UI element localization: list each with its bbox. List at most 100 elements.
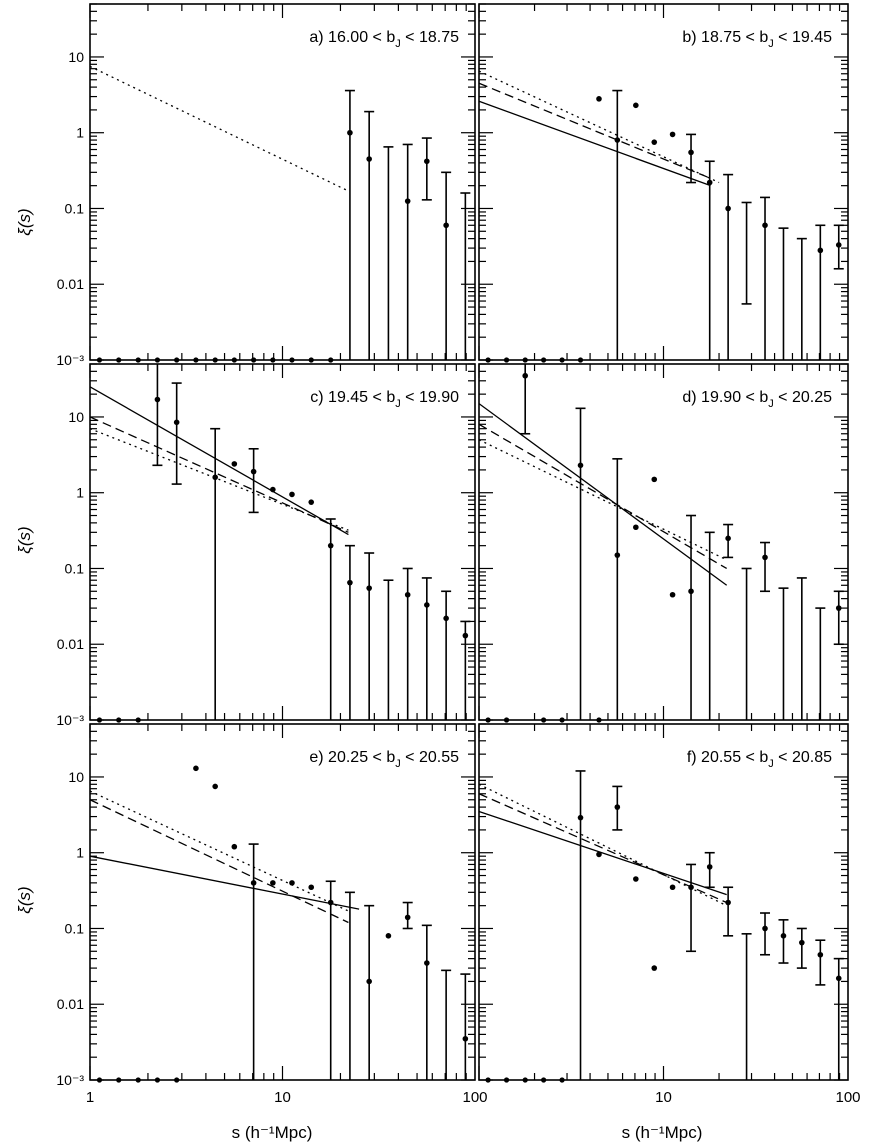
floor-point <box>154 1077 161 1083</box>
floor-point <box>541 717 547 723</box>
panel-f: 10 100 f) 20.55 < bJ < 20.85 <box>478 723 861 1106</box>
model-line-dashed <box>89 416 349 533</box>
data-point <box>308 499 315 505</box>
floor-point <box>522 1077 528 1083</box>
data-point <box>817 247 824 254</box>
data-point <box>780 933 787 939</box>
panel-title-subscript: J <box>768 398 774 410</box>
data-point <box>651 965 658 971</box>
floor-point <box>596 717 602 723</box>
panel-frame <box>89 363 476 721</box>
model-line-solid <box>89 855 360 910</box>
data-point <box>577 462 584 469</box>
panel-title-suffix: < 20.25 <box>774 389 832 406</box>
y-tick-label: 1 <box>76 485 84 501</box>
data-point <box>250 468 257 475</box>
y-tick-label: 10⁻³ <box>56 1072 84 1088</box>
y-tick-label: 0.01 <box>57 636 84 652</box>
panels: 10⁻³ 0.01 0.1 1 10 a) 16.00 < bJ < 18.75 b) 18… <box>56 3 861 1106</box>
panel-frame <box>478 363 849 721</box>
panel-title-subscript: J <box>395 398 401 410</box>
floor-point <box>559 717 565 723</box>
floor-point <box>485 357 491 363</box>
data-point <box>404 914 411 921</box>
data-point <box>688 588 694 595</box>
floor-point <box>135 357 141 363</box>
y-tick-label: 1 <box>76 845 84 861</box>
panel-title-suffix: < 20.55 <box>401 749 459 766</box>
floor-point <box>503 717 510 723</box>
floor-point <box>116 717 122 723</box>
data-point <box>522 372 529 379</box>
data-point <box>250 880 257 886</box>
panel-title-prefix: e) 20.25 < b <box>309 749 395 766</box>
data-point <box>327 899 334 906</box>
data-point <box>270 486 276 493</box>
floor-point <box>231 357 237 363</box>
data-point <box>614 804 621 810</box>
data-point <box>154 396 161 403</box>
data-point <box>835 605 842 611</box>
floor-point <box>328 357 334 363</box>
model-line-dotted <box>478 783 727 907</box>
panel-frame <box>478 3 849 361</box>
x-tick-label: 100 <box>462 1089 487 1106</box>
data-point <box>212 474 218 481</box>
data-point <box>443 615 449 622</box>
data-point <box>212 783 218 790</box>
y-tick-label: 0.01 <box>57 276 84 292</box>
data-point <box>706 179 713 186</box>
floor-point <box>270 357 276 363</box>
floor-point <box>485 1077 491 1083</box>
data-point <box>289 491 295 498</box>
y-tick-label: 0.01 <box>57 996 84 1012</box>
y-tick-label: 0.1 <box>65 200 85 216</box>
panel-title: c) 19.45 < bJ < 19.90 <box>310 389 459 410</box>
model-line-dotted <box>89 428 349 531</box>
data-point <box>633 876 639 882</box>
floor-point <box>522 357 528 363</box>
panel-title: a) 16.00 < bJ < 18.75 <box>309 29 459 50</box>
data-point <box>347 129 353 136</box>
panel-title-prefix: a) 16.00 < b <box>309 29 395 46</box>
model-line-dotted <box>478 70 720 184</box>
data-point <box>688 884 694 891</box>
data-point <box>762 222 768 229</box>
panel-frame <box>89 723 476 1081</box>
model-line-dotted <box>478 439 727 561</box>
floor-point <box>174 357 180 363</box>
floor-point <box>96 1077 103 1083</box>
floor-point <box>96 717 103 723</box>
data-point <box>835 975 842 982</box>
y-tick-label: 10 <box>68 409 84 425</box>
data-point <box>651 139 658 145</box>
panel-title-subscript: J <box>395 38 401 50</box>
data-point <box>270 880 276 886</box>
floor-point <box>485 717 491 723</box>
x-axis-label-left: s (h⁻¹Mpc) <box>232 1123 313 1142</box>
data-point <box>614 552 621 558</box>
y-tick-label: 1 <box>76 125 84 141</box>
data-point <box>443 222 449 229</box>
panel-title-prefix: c) 19.45 < b <box>310 389 395 406</box>
floor-point <box>193 357 199 363</box>
model-line-dashed <box>478 82 711 179</box>
floor-point <box>541 1077 547 1083</box>
data-point <box>424 602 430 608</box>
floor-point <box>116 357 122 363</box>
data-point <box>706 864 713 870</box>
data-point <box>308 884 315 891</box>
data-point <box>669 591 676 598</box>
data-point <box>289 880 295 886</box>
model-line-solid <box>478 100 711 187</box>
floor-point <box>308 357 314 363</box>
panel-d: d) 19.90 < bJ < 20.25 <box>478 363 849 723</box>
panel-title-prefix: f) 20.55 < b <box>687 749 768 766</box>
model-line-solid <box>89 386 349 536</box>
data-point <box>596 851 602 858</box>
panel-title-prefix: b) 18.75 < b <box>682 29 768 46</box>
data-point <box>462 632 469 639</box>
data-point <box>424 158 430 165</box>
y-tick-label: 0.1 <box>65 560 85 576</box>
